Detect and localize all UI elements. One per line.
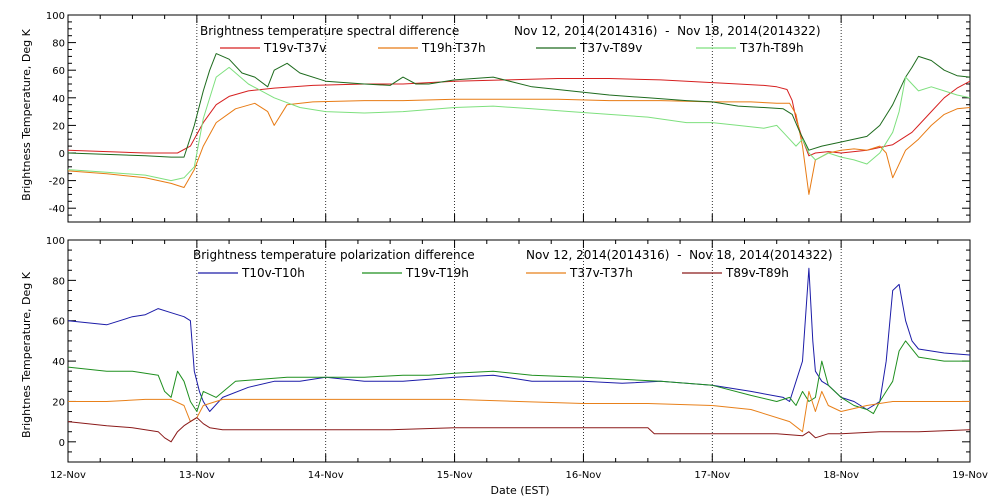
x-tick-label: 19-Nov: [952, 470, 988, 481]
y-tick-label: 100: [46, 236, 65, 247]
series-line-t37v-t89v: [67, 53, 971, 158]
y-tick-label: 20: [52, 397, 65, 408]
series-line-t19v-t19h: [67, 340, 970, 415]
chart-date-range: Nov 12, 2014(2014316) - Nov 18, 2014(201…: [514, 24, 821, 38]
series-line-t37h-t89h: [67, 66, 971, 182]
x-tick-label: 15-Nov: [437, 470, 473, 481]
axis-ticks: -40 -20 0 20 40 60 80 100: [46, 11, 971, 223]
series-line-t10v-t10h: [67, 267, 971, 412]
x-tick-label: 18-Nov: [823, 470, 859, 481]
y-tick-label: 0: [59, 149, 65, 160]
series-lines: [67, 267, 971, 443]
y-tick-label: 0: [59, 438, 65, 449]
y-tick-label: 60: [52, 317, 65, 328]
axis-ticks: 0 20 40 60 80 100: [46, 236, 971, 463]
legend: T10v-T10h T19v-T19h T37v-T37h T89v-T89h: [198, 266, 789, 280]
x-tick-label: 16-Nov: [565, 470, 601, 481]
grid-lines: [196, 240, 842, 462]
chart-title: Brightness temperature polarization diff…: [193, 248, 475, 262]
spectral-difference-panel: -40 -20 0 20 40 60 80 100 Brightness temperatur…: [20, 11, 971, 223]
legend-label: T19v-T19h: [405, 266, 469, 280]
y-axis-label: Brightness Temperature, Deg K: [20, 28, 33, 200]
legend-label: T37h-T89h: [739, 41, 804, 55]
x-tick-label: 14-Nov: [308, 470, 344, 481]
y-axis-label: Brightnes Temperature, Deg K: [20, 271, 33, 438]
legend: T19v-T37v T19h-T37h T37v-T89v T37h-T89h: [220, 41, 804, 55]
legend-label: T19h-T37h: [421, 41, 486, 55]
y-tick-label: 60: [52, 66, 65, 77]
series-line-t19h-t37h: [67, 98, 971, 195]
y-tick-label: 40: [52, 94, 65, 105]
x-tick-label: 12-Nov: [50, 470, 86, 481]
y-tick-label: 80: [52, 276, 65, 287]
y-tick-label: 100: [46, 11, 65, 22]
legend-label: T37v-T37h: [569, 266, 633, 280]
x-tick-label: 13-Nov: [179, 470, 215, 481]
legend-label: T37v-T89v: [579, 41, 642, 55]
series-line-t89v-t89h: [67, 417, 971, 443]
chart-date-range: Nov 12, 2014(2014316) - Nov 18, 2014(201…: [526, 248, 833, 262]
y-tick-label: 40: [52, 357, 65, 368]
x-axis-label: Date (EST): [490, 484, 549, 497]
x-tick-label: 17-Nov: [694, 470, 730, 481]
series-lines: [67, 53, 971, 195]
y-tick-label: -20: [49, 177, 65, 188]
y-tick-label: -40: [49, 204, 65, 215]
x-axis-tick-labels: 12-Nov 13-Nov 14-Nov 15-Nov 16-Nov 17-Nov 18-N…: [50, 470, 988, 481]
y-tick-label: 20: [52, 121, 65, 132]
legend-label: T89v-T89h: [725, 266, 789, 280]
y-tick-label: 80: [52, 39, 65, 50]
legend-label: T19v-T37v: [263, 41, 326, 55]
legend-label: T10v-T10h: [241, 266, 305, 280]
polarization-difference-panel: 0 20 40 60 80 100 Brightness temperature pola…: [20, 236, 971, 463]
chart-title: Brightness temperature spectral differen…: [200, 24, 459, 38]
